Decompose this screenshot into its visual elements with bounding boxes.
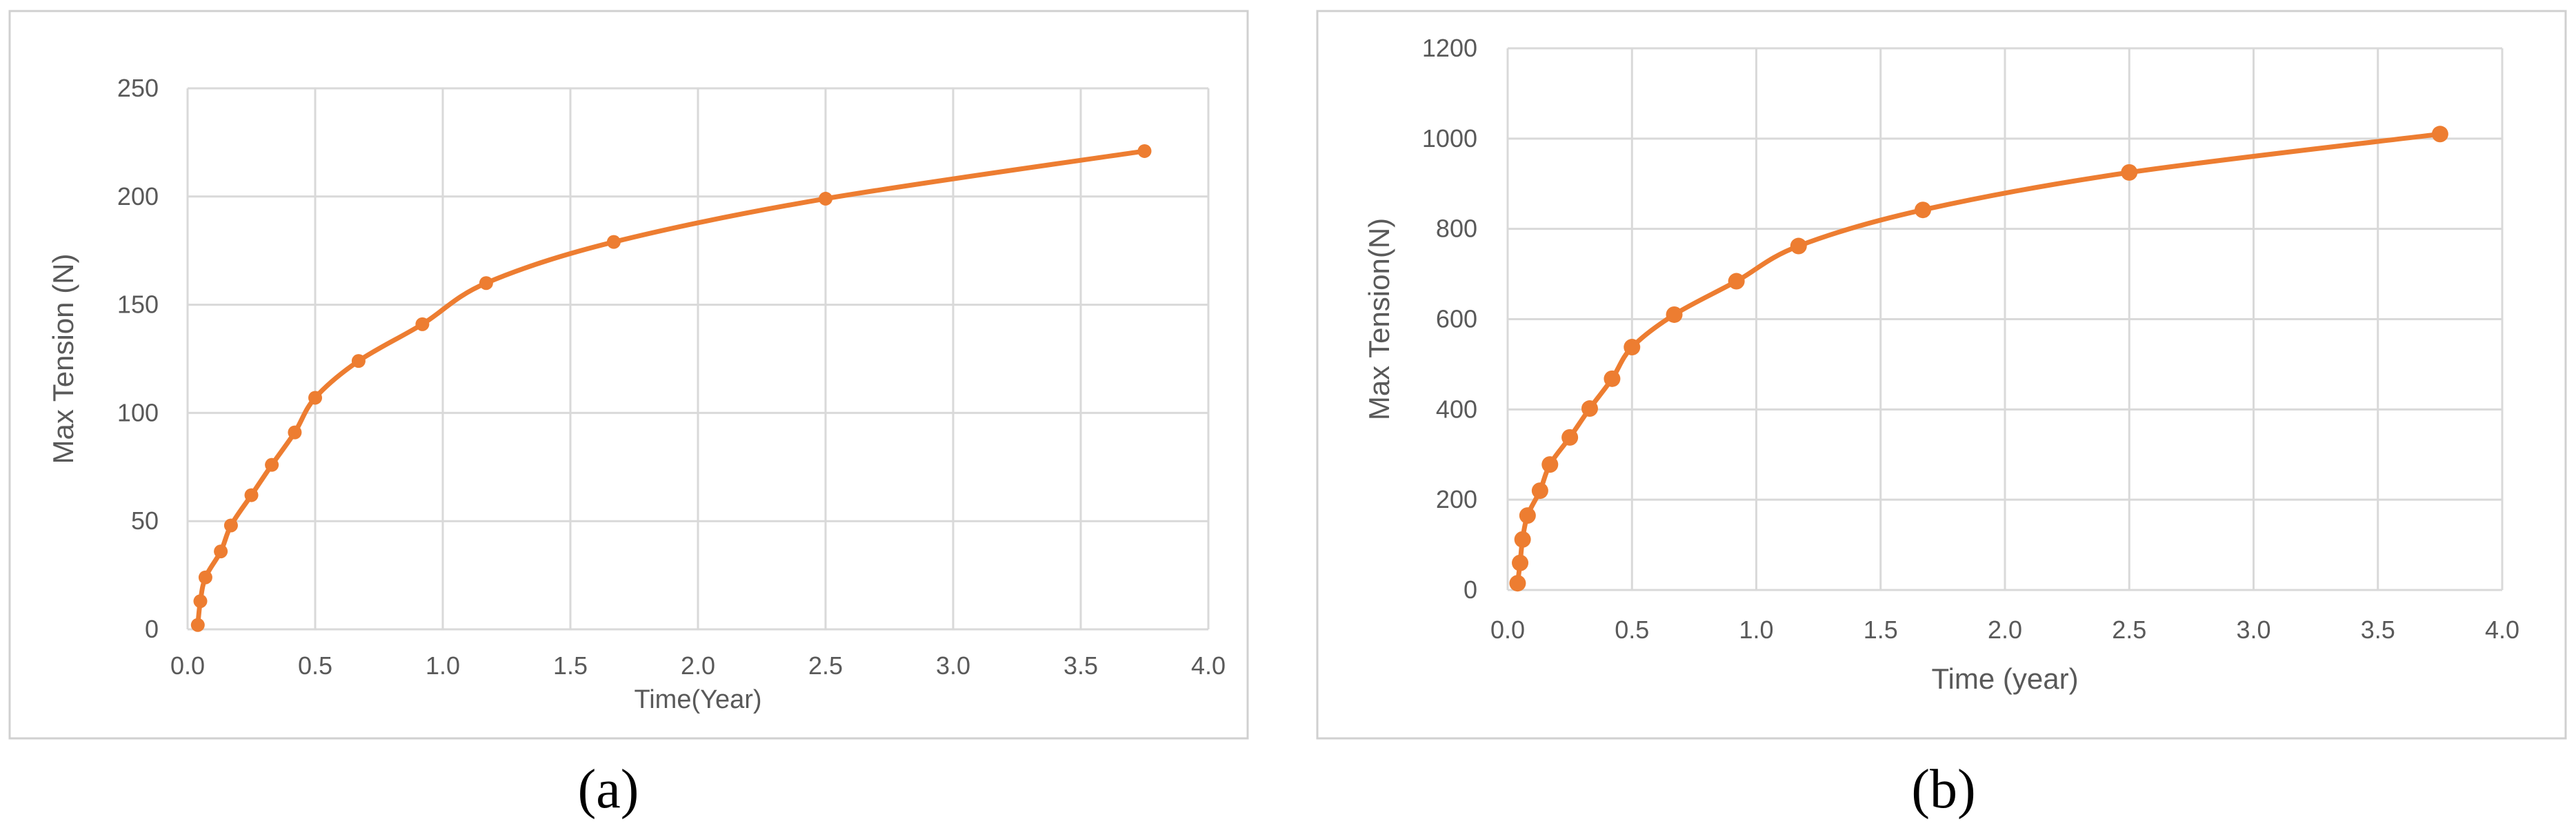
chart-a-data-point bbox=[214, 544, 228, 559]
chart-b-data-point bbox=[1514, 531, 1531, 548]
chart-a-x-tick-label: 3.0 bbox=[936, 651, 970, 680]
chart-b-data-point bbox=[1666, 306, 1683, 323]
chart-a-data-point bbox=[223, 518, 238, 533]
chart-b-x-tick-label: 2.5 bbox=[2112, 616, 2146, 644]
chart-b: 0.0 0.5 1.0 1.5 2.0 2.5 3.0 3.5 4.0 0 200 400 600 800… bbox=[1363, 34, 2519, 695]
chart-b-y-tick-label: 1000 bbox=[1422, 124, 1477, 153]
chart-a-y-axis-title: Max Tension (N) bbox=[47, 254, 79, 464]
chart-b-data-point bbox=[1519, 507, 1536, 524]
chart-a-data-point bbox=[819, 191, 832, 206]
chart-b-x-tick-label: 3.5 bbox=[2361, 616, 2395, 644]
caption-a: (a) bbox=[578, 759, 639, 820]
chart-a-y-tick-label: 200 bbox=[117, 182, 159, 210]
chart-b-data-point bbox=[1509, 575, 1526, 592]
chart-a-y-tick-label: 150 bbox=[117, 291, 159, 319]
chart-b-x-tick-label: 3.0 bbox=[2236, 616, 2270, 644]
chart-b-frame bbox=[1316, 10, 2567, 740]
chart-a-data-point bbox=[351, 354, 366, 368]
chart-b-y-tick-label: 600 bbox=[1436, 305, 1477, 333]
chart-a-data-point bbox=[1137, 144, 1152, 158]
chart-b-y-tick-label: 800 bbox=[1436, 215, 1477, 243]
chart-a-x-axis-title: Time(Year) bbox=[634, 685, 761, 714]
chart-b-x-tick-label: 1.5 bbox=[1864, 616, 1898, 644]
chart-b-x-axis-title: Time (year) bbox=[1931, 662, 2078, 695]
chart-b-y-tick-label: 200 bbox=[1436, 485, 1477, 513]
chart-b-data-point bbox=[1728, 273, 1745, 290]
chart-b-y-axis-title: Max Tension(N) bbox=[1363, 218, 1395, 420]
chart-b-x-tick-label: 4.0 bbox=[2485, 616, 2519, 644]
chart-a-x-tick-label: 0.5 bbox=[298, 651, 332, 680]
chart-b-data-point bbox=[1541, 456, 1559, 473]
chart-b-x-tick-label: 0.5 bbox=[1615, 616, 1649, 644]
chart-a-data-point bbox=[265, 458, 279, 472]
chart-b-x-tick-label: 1.0 bbox=[1739, 616, 1773, 644]
chart-a-x-tick-label: 1.5 bbox=[553, 651, 588, 680]
chart-a-data-point bbox=[198, 570, 212, 584]
chart-a-y-tick-label: 250 bbox=[117, 74, 159, 102]
chart-a-x-tick-label: 1.0 bbox=[426, 651, 460, 680]
chart-b-x-tick-label: 0.0 bbox=[1490, 616, 1525, 644]
chart-b-data-point bbox=[1604, 370, 1621, 387]
chart-a-data-point bbox=[190, 618, 205, 632]
chart-a-y-tick-label: 50 bbox=[131, 507, 159, 535]
chart-a-data-point bbox=[288, 425, 302, 440]
chart-b-data-point bbox=[2431, 126, 2448, 143]
chart-a-y-tick-label: 100 bbox=[117, 398, 159, 426]
chart-a-x-tick-label: 2.5 bbox=[808, 651, 843, 680]
chart-b-y-tick-label: 0 bbox=[1464, 576, 1477, 604]
chart-a-y-tick-label: 0 bbox=[145, 615, 159, 643]
chart-a-data-point bbox=[308, 391, 322, 405]
chart-b-data-point bbox=[1531, 482, 1548, 500]
chart-b-data-point bbox=[1561, 429, 1579, 446]
chart-a-x-tick-label: 4.0 bbox=[1191, 651, 1226, 680]
chart-b-y-tick-label: 1200 bbox=[1422, 34, 1477, 62]
chart-a: 0.0 0.5 1.0 1.5 2.0 2.5 3.0 3.5 4.0 0 50 100 150 200 2… bbox=[47, 74, 1226, 714]
chart-a-data-point bbox=[606, 235, 621, 249]
chart-b-data-point bbox=[1512, 554, 1529, 571]
chart-a-x-tick-label: 0.0 bbox=[170, 651, 205, 680]
chart-a-data-point bbox=[244, 488, 259, 502]
chart-b-x-tick-label: 2.0 bbox=[1988, 616, 2022, 644]
chart-a-data-point bbox=[193, 594, 208, 609]
chart-b-data-point bbox=[2121, 164, 2138, 181]
chart-b-data-point bbox=[1581, 400, 1598, 417]
chart-a-frame bbox=[8, 10, 1249, 740]
chart-b-data-point bbox=[1624, 339, 1641, 356]
chart-a-x-tick-label: 2.0 bbox=[681, 651, 715, 680]
chart-a-x-tick-label: 3.5 bbox=[1064, 651, 1098, 680]
chart-b-y-tick-label: 400 bbox=[1436, 395, 1477, 423]
chart-b-data-point bbox=[1915, 201, 1932, 219]
chart-a-data-point bbox=[479, 276, 493, 291]
chart-b-data-point bbox=[1790, 237, 1807, 255]
caption-b: (b) bbox=[1911, 759, 1975, 820]
chart-a-data-point bbox=[415, 317, 430, 331]
